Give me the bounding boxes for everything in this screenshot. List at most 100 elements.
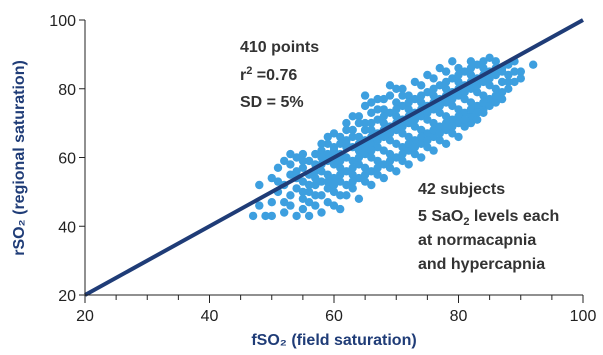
- data-point: [441, 98, 451, 107]
- data-point: [479, 98, 488, 107]
- data-point: [404, 98, 413, 107]
- data-point: [404, 132, 413, 142]
- data-point: [323, 170, 332, 179]
- data-point: [448, 94, 457, 104]
- y-tick-label: 20: [58, 288, 76, 305]
- data-point: [336, 177, 345, 186]
- data-point: [504, 70, 513, 80]
- data-point: [367, 180, 376, 190]
- data-point: [429, 91, 438, 100]
- data-point: [417, 153, 426, 162]
- data-point: [292, 184, 301, 193]
- data-point: [311, 191, 320, 200]
- data-point: [286, 160, 295, 169]
- data-point: [423, 88, 432, 97]
- data-point: [317, 208, 326, 217]
- data-point: [304, 211, 314, 221]
- data-point: [329, 160, 339, 169]
- data-point: [348, 112, 357, 121]
- data-point: [367, 146, 376, 155]
- data-point: [398, 84, 407, 94]
- data-point: [323, 198, 332, 207]
- data-point: [360, 118, 370, 128]
- data-point: [460, 122, 469, 131]
- data-point: [454, 105, 463, 114]
- data-point: [304, 198, 314, 207]
- data-point: [491, 98, 500, 107]
- data-point: [473, 115, 482, 124]
- data-point: [248, 211, 258, 221]
- data-point: [373, 94, 382, 104]
- data-point: [423, 136, 432, 145]
- data-point: [466, 105, 476, 114]
- data-point: [497, 88, 507, 97]
- data-point: [336, 163, 345, 172]
- data-point: [491, 91, 500, 100]
- data-point: [392, 167, 401, 176]
- data-point: [298, 187, 308, 197]
- data-point: [392, 84, 401, 94]
- data-point: [410, 143, 420, 152]
- data-point: [342, 180, 351, 190]
- data-point: [441, 118, 451, 128]
- data-point: [342, 139, 351, 148]
- data-point: [491, 84, 500, 94]
- data-point: [385, 156, 395, 166]
- data-point: [317, 167, 326, 176]
- data-point: [441, 139, 451, 148]
- data-point: [379, 118, 388, 128]
- data-point: [336, 204, 345, 214]
- data-point: [360, 101, 370, 111]
- data-point: [261, 211, 270, 221]
- data-point: [323, 177, 332, 186]
- y-axis-label: rSO₂ (regional saturation): [11, 60, 28, 256]
- data-point: [423, 108, 432, 118]
- data-point: [491, 57, 500, 66]
- data-point: [373, 156, 382, 166]
- data-point: [379, 132, 388, 142]
- data-point: [479, 63, 488, 73]
- data-point: [354, 112, 364, 121]
- data-point: [454, 112, 463, 121]
- data-point: [404, 160, 413, 169]
- data-point: [373, 143, 382, 152]
- data-point: [360, 149, 370, 159]
- x-tick-label: 60: [325, 308, 343, 325]
- data-point: [385, 149, 395, 159]
- data-point: [329, 129, 339, 138]
- data-point: [479, 77, 488, 87]
- data-point: [473, 108, 482, 118]
- data-point: [317, 153, 326, 162]
- data-point: [317, 191, 326, 200]
- data-point: [267, 211, 276, 221]
- data-point: [435, 136, 444, 145]
- data-point: [379, 173, 388, 183]
- data-point: [360, 170, 370, 179]
- data-point: [367, 108, 376, 118]
- data-point: [417, 139, 426, 148]
- data-point: [473, 60, 482, 69]
- data-point: [367, 153, 376, 162]
- data-point: [379, 94, 388, 104]
- data-point: [255, 201, 264, 210]
- data-point: [286, 149, 295, 159]
- data-point: [323, 132, 332, 142]
- data-point: [466, 98, 476, 107]
- data-point: [379, 112, 388, 121]
- data-point: [360, 163, 370, 172]
- x-tick-label: 100: [570, 308, 597, 325]
- data-point: [298, 177, 308, 186]
- data-point: [398, 122, 407, 131]
- data-point: [448, 101, 457, 111]
- data-point: [367, 125, 376, 135]
- data-point: [516, 67, 525, 76]
- data-point: [460, 94, 469, 104]
- data-point: [429, 132, 438, 142]
- data-point: [410, 122, 420, 131]
- data-point: [398, 149, 407, 159]
- data-point: [348, 184, 357, 193]
- data-point: [510, 77, 519, 87]
- data-point: [448, 129, 457, 138]
- data-point: [342, 167, 351, 176]
